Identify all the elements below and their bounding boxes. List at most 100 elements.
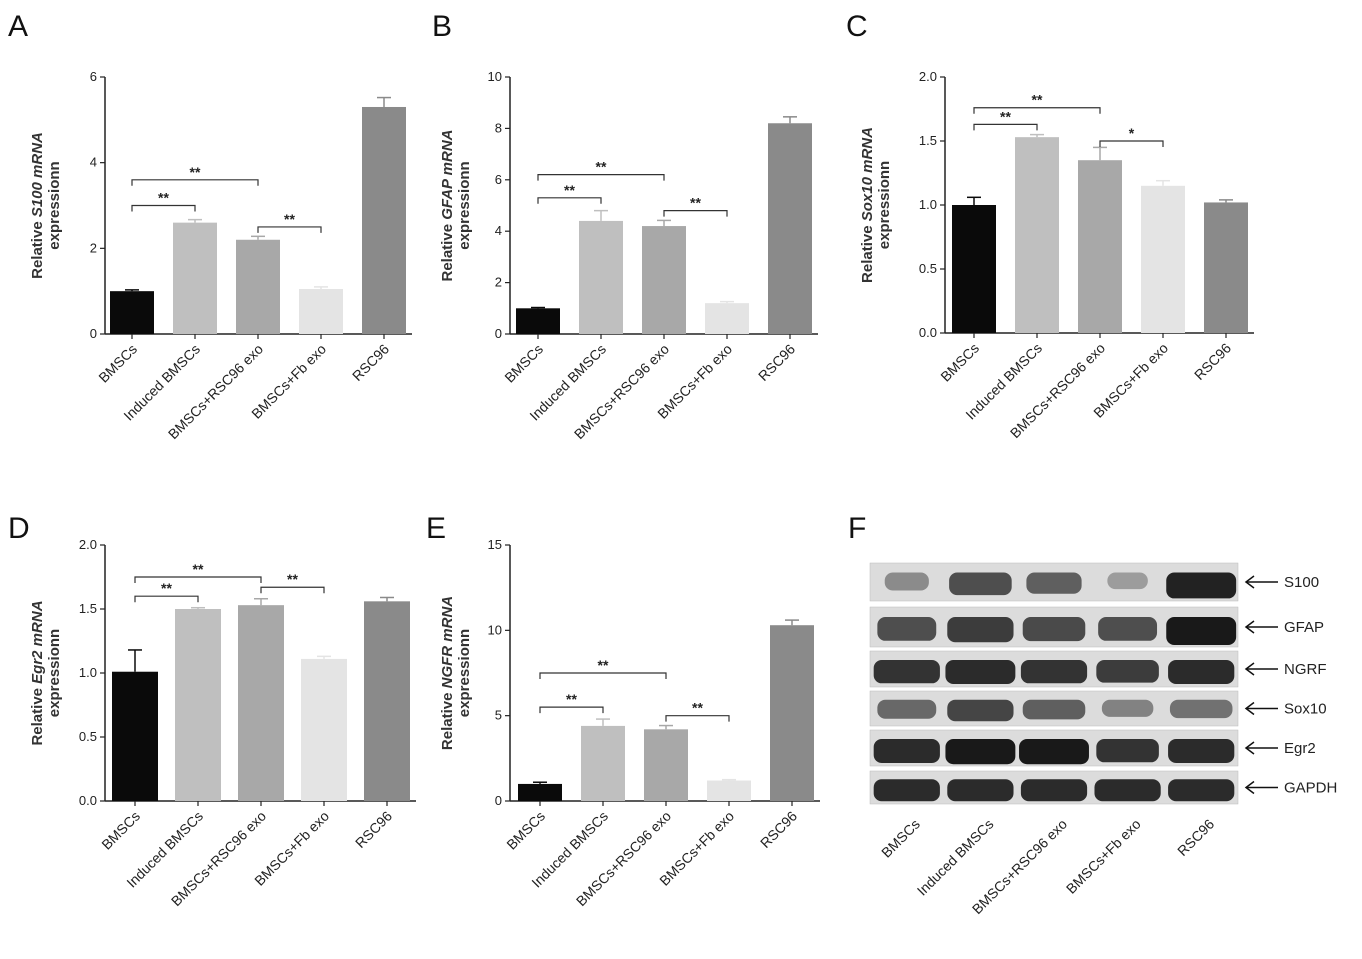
chart-b-ylabel: Relative GFAP mRNA	[439, 130, 456, 282]
chart-c-significance-label: **	[1032, 92, 1043, 108]
chart-c-significance-bracket	[1099, 140, 1164, 147]
chart-c-ytick-label: 0.5	[919, 261, 937, 276]
chart-d-ylabel: Relative Egr2 mRNA	[29, 600, 46, 745]
blot-band	[1020, 660, 1088, 684]
blot-band	[1166, 617, 1237, 645]
chart-b-ylabel-line2: expressionn	[456, 161, 473, 249]
chart-e-category-label: BMSCs	[503, 808, 548, 853]
chart-e-significance-bracket	[539, 706, 604, 714]
chart-a-ytick-label: 2	[90, 240, 97, 255]
chart-a-ytick-label: 6	[90, 69, 97, 84]
chart-b-ytick-label: 10	[488, 69, 502, 84]
blot-band	[873, 739, 940, 763]
chart-d-significance-label: **	[161, 580, 172, 596]
chart-e-significance-label: **	[566, 691, 577, 707]
chart-e-ytick-label: 15	[488, 537, 502, 552]
panel-letter-f: F	[848, 512, 867, 545]
blot-arrow-head	[1244, 741, 1255, 755]
chart-a-category-label: BMSCs	[95, 341, 140, 386]
chart-e-bar	[518, 783, 562, 801]
chart-a-bar	[299, 289, 343, 334]
chart-b-bar	[768, 123, 812, 334]
chart-d-ytick-label: 2.0	[79, 537, 97, 552]
blot-band	[945, 739, 1016, 765]
panel-letter-b: B	[432, 10, 453, 43]
chart-b-significance-bracket	[537, 197, 602, 204]
chart-c-ytick-label: 1.5	[919, 133, 937, 148]
blot-band	[1107, 572, 1148, 590]
chart-b-bar	[642, 226, 686, 334]
blot-band	[1096, 660, 1159, 683]
chart-e-bar	[644, 729, 688, 801]
chart-c-significance-bracket	[973, 123, 1038, 131]
blot-band	[1168, 779, 1235, 802]
blot-lane-label: BMSCs+Fb exo	[1063, 816, 1144, 897]
chart-b-significance-label: **	[564, 182, 575, 198]
chart-c-significance-label: **	[1000, 108, 1011, 124]
chart-c-sox10: 0.0 0.5 1.0 1.5 2.0 Relative Sox10 mRNA expres…	[859, 69, 1254, 441]
chart-d-bar	[238, 605, 284, 801]
blot-band	[1022, 617, 1086, 642]
chart-e-bar	[770, 625, 814, 801]
blot-lane-label: Induced BMSCs	[914, 816, 997, 899]
chart-c-bar	[1204, 202, 1248, 333]
chart-d-significance-label: **	[193, 561, 204, 577]
chart-b-ytick-label: 6	[495, 172, 502, 187]
chart-e-ngfr: 0 5 10 15 Relative NGFR mRNA expressionn BMSCs…	[439, 537, 820, 909]
blot-band	[947, 617, 1014, 643]
chart-e-ytick-label: 5	[495, 708, 502, 723]
chart-e-category-label: RSC96	[757, 808, 800, 851]
chart-b-bar	[516, 308, 560, 334]
blot-band	[877, 699, 937, 719]
chart-c-bar	[952, 205, 996, 333]
chart-b-ytick-label: 8	[495, 120, 502, 135]
chart-c-significance-bracket	[973, 107, 1101, 114]
blot-band	[1096, 739, 1159, 763]
chart-b-gfap: 0 2 4 6 8 10 Relative GFAP mRNA expressionn BMSC…	[439, 69, 818, 442]
chart-d-egr2: 0.0 0.5 1.0 1.5 2.0 Relative Egr2 mRNA express…	[29, 537, 416, 909]
panel-letter-a: A	[8, 10, 29, 43]
chart-a-ytick-label: 0	[90, 326, 97, 341]
chart-d-significance-bracket	[260, 586, 325, 594]
blot-arrow-head	[1244, 620, 1255, 634]
chart-d-significance-label: **	[287, 571, 298, 587]
chart-a-ylabel-line2: expressionn	[46, 161, 63, 249]
chart-e-ylabel: Relative NGFR mRNA	[439, 596, 456, 750]
blot-arrow-head	[1244, 575, 1255, 589]
blot-band	[1168, 739, 1235, 763]
chart-c-ylabel: Relative Sox10 mRNA	[859, 127, 876, 283]
chart-a-significance-label: **	[158, 190, 169, 206]
panel-letter-d: D	[8, 512, 30, 545]
chart-b-category-label: RSC96	[755, 341, 798, 384]
chart-d-bar	[301, 658, 347, 801]
blot-band	[1168, 660, 1235, 684]
blot-band	[947, 699, 1014, 722]
blot-row-label: GAPDH	[1284, 780, 1337, 797]
chart-d-significance-bracket	[134, 595, 199, 603]
blot-band	[873, 779, 940, 802]
blot-band	[1026, 572, 1082, 594]
chart-b-bar	[579, 220, 623, 334]
chart-c-category-label: BMSCs	[937, 340, 982, 385]
blot-band	[1169, 699, 1233, 719]
chart-c-bar	[1141, 185, 1185, 333]
chart-e-ylabel-line2: expressionn	[456, 629, 473, 717]
blot-lane-label: RSC96	[1174, 816, 1217, 859]
chart-b-significance-label: **	[596, 159, 607, 175]
blot-arrow-head	[1244, 701, 1255, 716]
chart-e-significance-bracket	[665, 715, 730, 722]
chart-d-bar	[112, 671, 158, 801]
chart-b-significance-label: **	[690, 195, 701, 211]
chart-d-ytick-label: 0.5	[79, 729, 97, 744]
chart-e-significance-label: **	[598, 657, 609, 673]
blot-band	[945, 660, 1016, 684]
chart-a-bar	[236, 239, 280, 334]
chart-c-bar	[1078, 160, 1122, 333]
chart-b-category-label: BMSCs	[501, 341, 546, 386]
chart-d-ytick-label: 1.5	[79, 601, 97, 616]
chart-b-significance-bracket	[663, 210, 728, 217]
chart-d-ytick-label: 0.0	[79, 793, 97, 808]
chart-b-ytick-label: 4	[495, 223, 502, 238]
